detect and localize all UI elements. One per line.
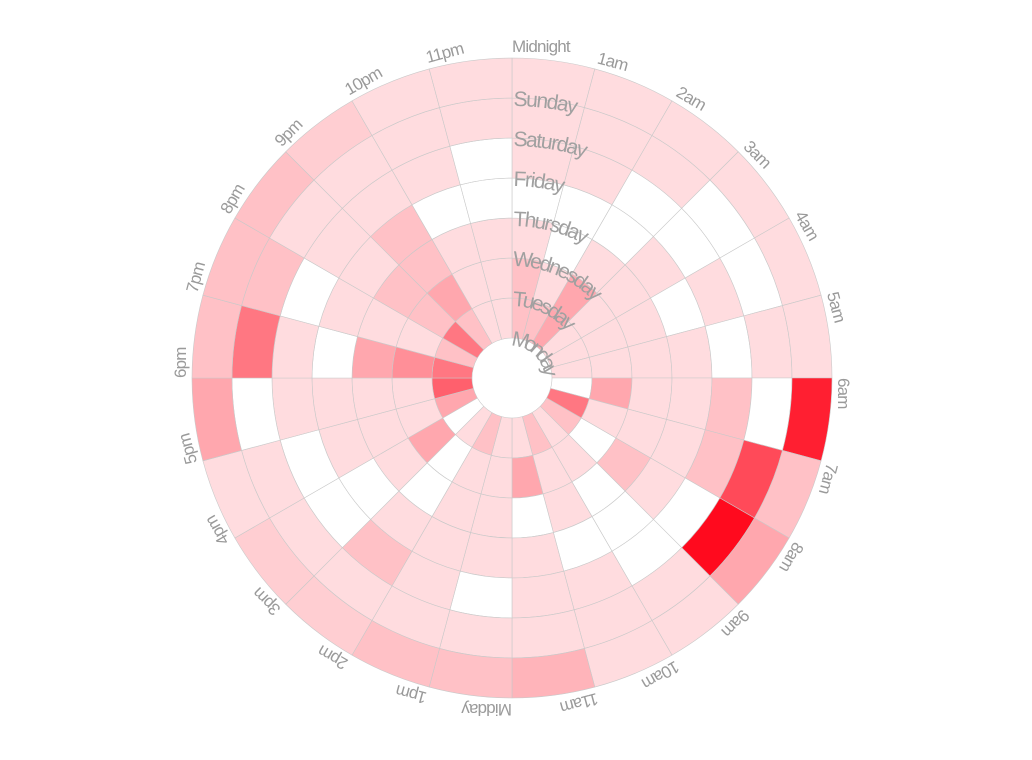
hour-label: 6am [834,378,853,409]
heatmap-cell [271,377,320,441]
hour-label: Midnight [512,37,571,56]
hour-label: 5pm [175,431,201,466]
heatmap-cell [704,377,753,441]
heatmap-cells [191,57,833,699]
hour-label: Midday [461,700,512,719]
heatmap-cell [511,570,575,619]
heatmap-cell [271,315,320,379]
heatmap-cell [449,570,513,619]
heatmap-cell [704,315,753,379]
heatmap-cell [428,57,513,108]
hour-label: 6pm [171,347,190,378]
heatmap-cell [449,137,513,186]
hour-label: 5am [823,290,849,325]
